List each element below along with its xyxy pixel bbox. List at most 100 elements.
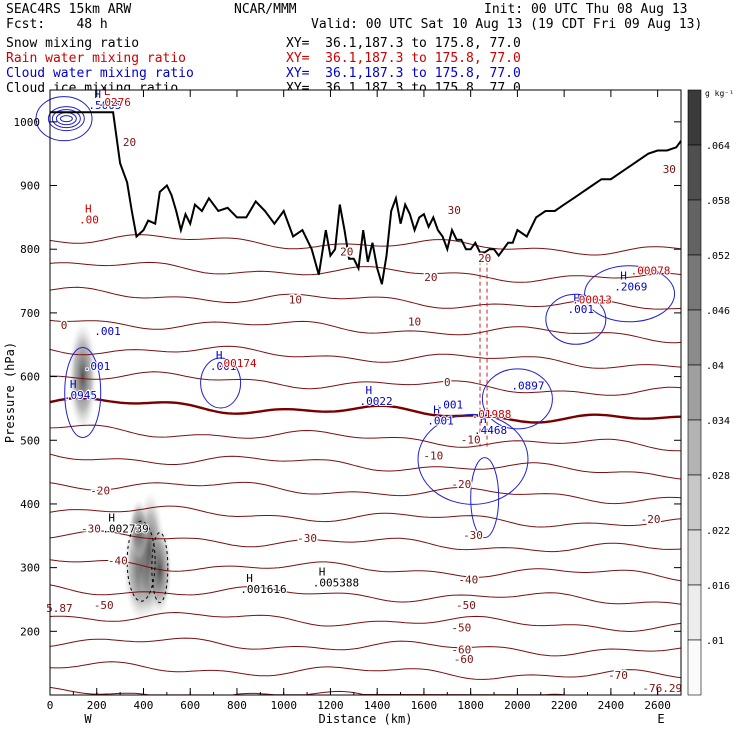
isotherm-label: 30 [663,163,676,176]
isotherm-label: -60 [451,644,471,657]
x-tick-label: 800 [227,699,247,712]
isotherm-label: 20 [424,271,437,284]
max-value-label: .00 [79,214,99,227]
isotherm-label: -20 [641,513,661,526]
isotherm-label: -40 [108,554,128,567]
cloud-water-contour [51,109,81,129]
max-marker: H [70,378,77,391]
isotherm-line [49,345,682,369]
model-title: SEAC4RS 15km ARW [6,2,132,17]
max-value-label: .00174 [217,357,257,370]
colorbar-label: .04 [706,361,724,372]
snow-blob [128,499,149,560]
y-axis-label: Pressure (hPa) [3,342,17,443]
max-value-label: .00013 [572,293,612,306]
max-marker: H [433,403,440,416]
max-marker: H [366,384,373,397]
y-tick-label: 700 [20,307,40,320]
colorbar-label: .046 [706,306,730,317]
y-tick-label: 800 [20,243,40,256]
axes: 0 200 400 600 800 1000 1200 1400 1600 1800 2000 220… [3,89,682,726]
max-value-label: .5005 [88,99,121,112]
isotherm-label: -60 [454,653,474,666]
y-tick-label: 600 [20,371,40,384]
colorbar-segment [687,639,702,696]
isotherm-line [49,424,681,452]
isotherm-label: -50 [456,599,476,612]
snow-contour [126,520,156,602]
colorbar-label: .022 [706,526,730,537]
x-tick-label: 0 [47,699,54,712]
x-tick-label: 2000 [504,699,531,712]
x-tick-label: 1600 [411,699,438,712]
colorbar-segment [687,419,702,476]
max-value-label: .001616 [240,583,286,596]
colorbar-label: .034 [706,416,730,427]
plot-frame [49,89,682,696]
colorbar-label: .064 [706,141,730,152]
field-xy-rain: XY= 36.1,187.3 to 175.8, 77.0 [286,51,521,66]
max-marker: H [480,413,487,426]
colorbar-segment [687,199,702,256]
east-label: E [657,712,664,726]
isotherm-line [49,686,565,696]
max-value-label: .001 [84,360,111,373]
contour-labels: -76.29 -70 -60-60 -50 -50 -50 -40 -40 -30 -30 -30 -… [45,85,684,696]
max-marker: H [108,512,115,525]
center-label: NCAR/MMM [234,2,297,17]
isotherm-line [49,611,682,633]
colorbar-segment [687,309,702,366]
isotherm-label: -10 [461,433,481,446]
snow-shading [68,321,172,623]
isotherm-label: -50 [451,621,471,634]
isotherm-label: -76.29 [642,682,682,695]
field-xy-cloud-water: XY= 36.1,187.3 to 175.8, 77.0 [286,66,521,81]
isotherm-label: 20 [340,246,353,259]
max-marker: L [104,85,111,98]
isotherm-label: 20 [478,252,491,265]
colorbar-label: .052 [706,251,730,262]
colorbar: .064 .058 .052 .046 .04 .034 .028 .022 .016 .01 g … [687,89,734,696]
x-tick-label: 1400 [364,699,391,712]
max-marker: H [85,203,92,216]
field-label-rain: Rain water mixing ratio [6,51,187,66]
cloud-contours [35,96,676,604]
isotherm-label: -30 [297,532,317,545]
cloud-water-contour [470,457,500,539]
max-value-label: .001 [437,398,464,411]
isotherm-label: 0 [61,319,68,332]
colorbar-label: .058 [706,196,730,207]
isotherm-line [49,261,682,283]
x-tick-label: 2200 [551,699,578,712]
x-tick-label: 600 [180,699,200,712]
x-tick-label: 1800 [457,699,484,712]
colorbar-unit: g kg⁻¹ [705,89,734,98]
x-tick-label: 400 [134,699,154,712]
isotherm-label: 10 [289,293,302,306]
x-tick-label: 1000 [270,699,297,712]
y-tick-label: 500 [20,434,40,447]
cloud-water-contour [47,106,85,132]
x-tick-label: 200 [87,699,107,712]
max-value-label: .4468 [474,424,507,437]
y-tick-label: 300 [20,562,40,575]
cloud-water-contour [59,115,73,123]
cloud-water-contour [584,265,676,323]
isotherm-label: 30 [448,204,461,217]
field-label-cloud-water: Cloud water mixing ratio [6,66,194,81]
max-value-label: .0276 [98,96,131,109]
isotherm-label: -20 [451,478,471,491]
isotherm-label: -10 [423,449,443,462]
max-value-label: .0945 [64,389,97,402]
max-marker: H [216,349,223,362]
cloud-water-contour [64,347,102,438]
y-tick-label: 400 [20,498,40,511]
valid-time: Valid: 00 UTC Sat 10 Aug 13 (19 CDT Fri … [311,17,703,32]
colorbar-segment [687,364,702,421]
isotherm-label: 5.87 [46,602,73,615]
isotherm-label: 10 [408,316,421,329]
max-value-label: .001 [94,325,121,338]
colorbar-segment [687,89,702,146]
colorbar-segment [687,474,702,531]
